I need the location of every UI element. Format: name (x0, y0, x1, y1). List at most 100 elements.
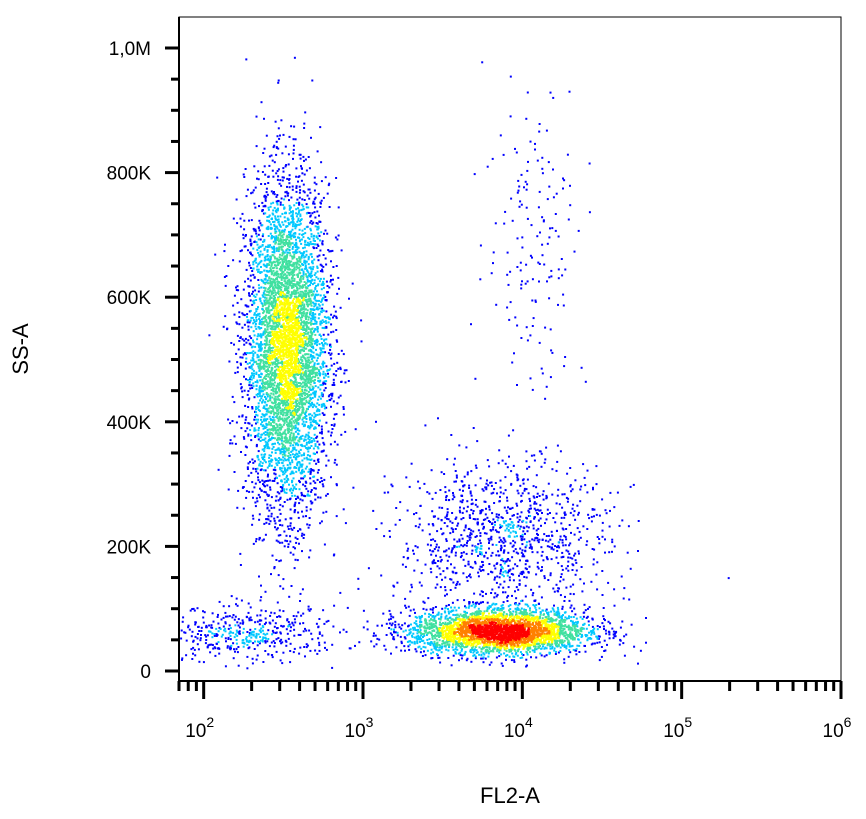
event-dot (573, 622, 576, 624)
event-dot (276, 203, 279, 206)
event-dot (507, 434, 510, 437)
event-dot (454, 518, 457, 520)
event-dot (253, 299, 256, 302)
event-dot (453, 606, 456, 609)
event-dot (292, 432, 295, 435)
event-dot (285, 459, 287, 462)
event-dot (282, 170, 285, 173)
event-dot (420, 572, 423, 575)
event-dot (528, 507, 531, 510)
event-dot (548, 276, 551, 279)
event-dot (415, 650, 418, 653)
event-dot (205, 639, 208, 641)
event-dot (276, 414, 279, 417)
event-dot (324, 646, 326, 649)
event-dot (322, 282, 325, 285)
event-dot (323, 622, 326, 625)
event-dot (245, 496, 248, 499)
event-dot (418, 517, 421, 520)
event-dot (289, 236, 292, 239)
event-dot (239, 552, 242, 555)
event-dot (318, 334, 321, 336)
event-dot (320, 299, 323, 302)
event-dot (441, 607, 444, 610)
event-dot (574, 518, 577, 521)
event-dot (416, 632, 419, 635)
event-dot (462, 489, 464, 492)
event-dot (374, 634, 377, 637)
event-dot (256, 456, 259, 459)
event-dot (549, 227, 551, 230)
event-dot (297, 217, 300, 220)
event-dot (510, 197, 513, 200)
event-dot (430, 571, 433, 574)
event-dot (265, 521, 268, 524)
event-dot (431, 510, 434, 513)
event-dot (496, 492, 498, 495)
event-dot (342, 353, 345, 356)
event-dot (298, 185, 301, 188)
event-dot (286, 247, 289, 250)
event-dot (561, 607, 564, 610)
event-dot (211, 632, 214, 635)
event-dot (566, 500, 569, 503)
event-dot (302, 425, 305, 428)
event-dot (312, 243, 314, 245)
event-dot (246, 644, 249, 646)
event-dot (572, 593, 575, 596)
event-dot (274, 469, 277, 472)
event-dot (474, 503, 477, 506)
event-dot (259, 349, 262, 352)
event-dot (322, 360, 325, 363)
event-dot (309, 396, 312, 399)
event-dot (392, 636, 395, 638)
event-dot (517, 492, 520, 495)
event-dot (241, 326, 244, 329)
event-dot (475, 466, 478, 469)
event-dot (296, 461, 299, 464)
event-dot (233, 618, 236, 621)
event-dot (187, 624, 190, 627)
event-dot (260, 334, 263, 337)
event-dot (304, 435, 307, 438)
event-dot (335, 463, 338, 466)
event-dot (556, 494, 559, 497)
event-dot (469, 490, 472, 493)
event-dot (490, 272, 493, 275)
event-dot (561, 274, 564, 277)
event-dot (259, 379, 262, 382)
event-dot (499, 572, 502, 575)
event-dot (317, 227, 320, 230)
event-dot (303, 284, 306, 286)
event-dot (312, 420, 315, 423)
event-dot (436, 654, 439, 657)
event-dot (268, 460, 270, 463)
event-dot (407, 624, 410, 627)
event-dot (569, 585, 572, 588)
event-dot (261, 624, 264, 627)
event-dot (293, 618, 296, 621)
event-dot (309, 482, 312, 485)
event-dot (257, 402, 260, 405)
event-dot (526, 603, 529, 606)
event-dot (329, 280, 332, 283)
event-dot (465, 606, 468, 609)
event-dot (278, 182, 281, 185)
event-dot (308, 609, 311, 612)
event-dot (244, 454, 247, 456)
event-dot (251, 303, 254, 306)
event-dot (291, 481, 293, 484)
event-dot (254, 482, 257, 485)
event-dot (485, 551, 487, 554)
event-dot (281, 505, 284, 508)
event-dot (555, 192, 558, 195)
event-dot (494, 592, 497, 595)
event-dot (314, 272, 317, 275)
event-dot (308, 629, 311, 632)
event-dot (335, 484, 338, 487)
event-dot (590, 633, 593, 636)
event-dot (331, 428, 334, 430)
event-dot (571, 638, 574, 641)
event-dot (312, 265, 315, 268)
event-dot (354, 644, 356, 647)
